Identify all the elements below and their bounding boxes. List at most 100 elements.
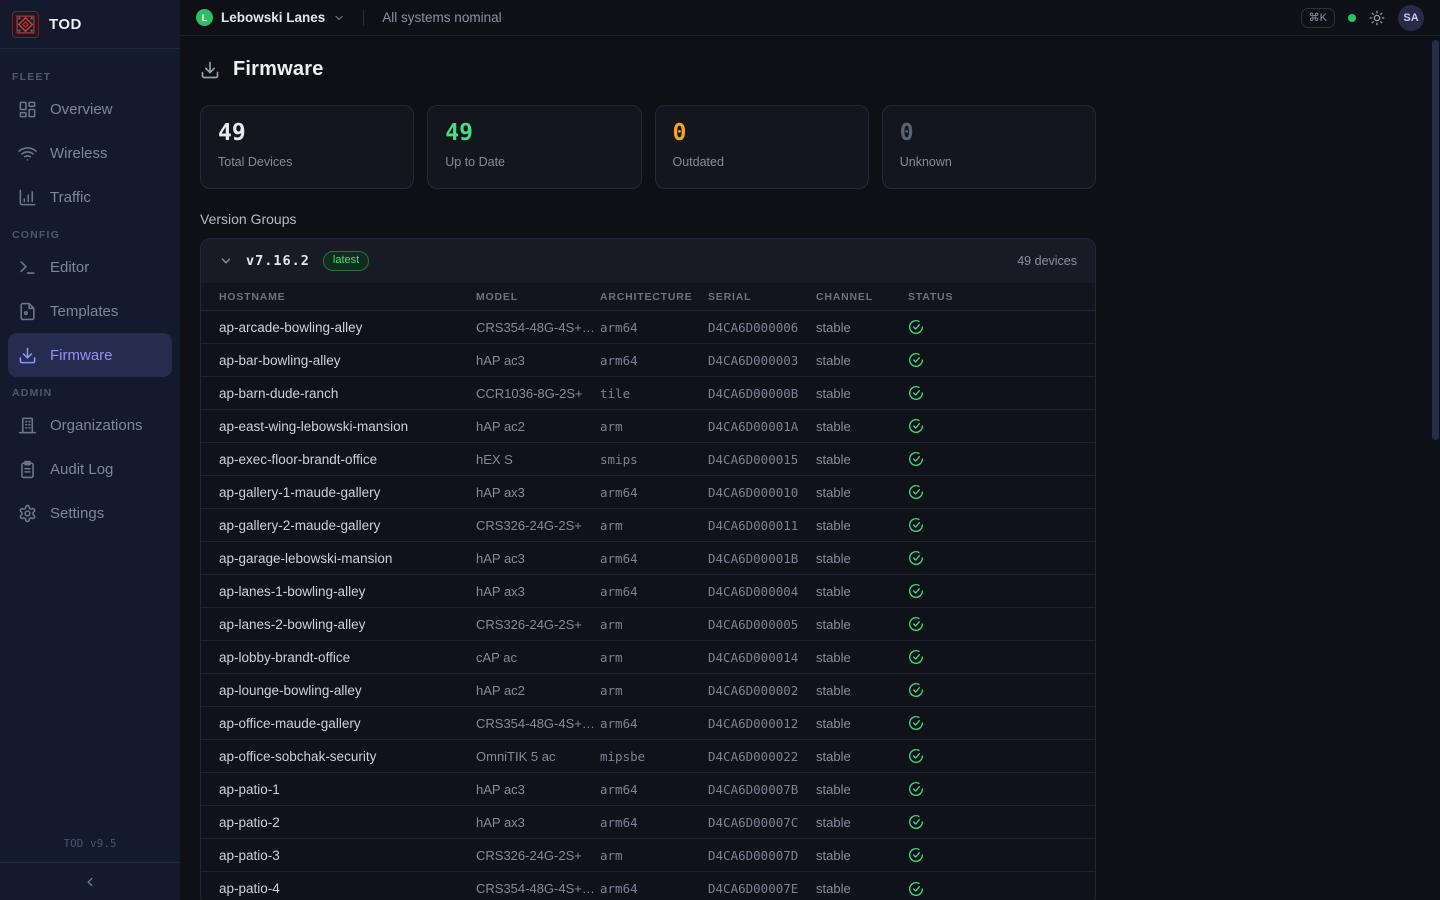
model-cell: hEX S	[476, 452, 600, 467]
hostname-cell: ap-office-sobchak-security	[219, 749, 476, 764]
hostname-cell: ap-patio-1	[219, 782, 476, 797]
sidebar-item-traffic[interactable]: Traffic	[8, 175, 172, 219]
serial-cell: D4CA6D000015	[708, 452, 816, 467]
sidebar-item-organizations[interactable]: Organizations	[8, 403, 172, 447]
sidebar-collapse-button[interactable]	[0, 862, 180, 900]
sidebar-item-templates[interactable]: Templates	[8, 289, 172, 333]
hostname-cell: ap-patio-2	[219, 815, 476, 830]
sidebar-item-wireless[interactable]: Wireless	[8, 131, 172, 175]
model-cell: CRS354-48G-4S+…	[476, 716, 600, 731]
status-up-to-date-icon	[908, 649, 1077, 665]
serial-cell: D4CA6D00007B	[708, 782, 816, 797]
chevron-down-icon[interactable]	[219, 254, 233, 268]
hostname-cell: ap-gallery-1-maude-gallery	[219, 485, 476, 500]
status-up-to-date-icon	[908, 781, 1077, 797]
command-palette-shortcut[interactable]: ⌘K	[1301, 8, 1335, 28]
version-group-header[interactable]: v7.16.2 latest 49 devices	[201, 239, 1095, 283]
table-row[interactable]: ap-lanes-2-bowling-alley CRS326-24G-2S+ …	[201, 608, 1095, 641]
table-row[interactable]: ap-exec-floor-brandt-office hEX S smips …	[201, 443, 1095, 476]
brand-name: TOD	[49, 16, 82, 33]
serial-cell: D4CA6D00001A	[708, 419, 816, 434]
file-icon	[18, 302, 37, 321]
table-row[interactable]: ap-office-maude-gallery CRS354-48G-4S+… …	[201, 707, 1095, 740]
stat-card-outdated: 0 Outdated	[655, 105, 869, 189]
stat-value: 0	[900, 121, 1078, 146]
sun-icon[interactable]	[1369, 10, 1385, 26]
model-cell: hAP ac3	[476, 782, 600, 797]
serial-cell: D4CA6D00007D	[708, 848, 816, 863]
hostname-cell: ap-office-maude-gallery	[219, 716, 476, 731]
table-row[interactable]: ap-lanes-1-bowling-alley hAP ax3 arm64 D…	[201, 575, 1095, 608]
table-row[interactable]: ap-gallery-2-maude-gallery CRS326-24G-2S…	[201, 509, 1095, 542]
page-scrollbar-thumb[interactable]	[1432, 40, 1439, 440]
sidebar: TOD FLEET Overview Wireless Traffic CONF…	[0, 0, 180, 900]
channel-cell: stable	[816, 551, 908, 566]
hostname-cell: ap-lanes-1-bowling-alley	[219, 584, 476, 599]
channel-cell: stable	[816, 386, 908, 401]
table-body: ap-arcade-bowling-alley CRS354-48G-4S+… …	[201, 311, 1095, 900]
status-up-to-date-icon	[908, 550, 1077, 566]
sidebar-item-settings[interactable]: Settings	[8, 491, 172, 535]
hostname-cell: ap-lanes-2-bowling-alley	[219, 617, 476, 632]
serial-cell: D4CA6D000006	[708, 320, 816, 335]
architecture-cell: tile	[600, 386, 708, 401]
column-header-architecture: ARCHITECTURE	[600, 291, 708, 303]
sidebar-item-overview[interactable]: Overview	[8, 87, 172, 131]
channel-cell: stable	[816, 485, 908, 500]
model-cell: hAP ac3	[476, 551, 600, 566]
page-header: Firmware	[200, 58, 1440, 81]
architecture-cell: arm64	[600, 353, 708, 368]
table-row[interactable]: ap-bar-bowling-alley hAP ac3 arm64 D4CA6…	[201, 344, 1095, 377]
table-row[interactable]: ap-lobby-brandt-office cAP ac arm D4CA6D…	[201, 641, 1095, 674]
architecture-cell: arm64	[600, 320, 708, 335]
sidebar-item-label: Audit Log	[50, 461, 113, 478]
hostname-cell: ap-arcade-bowling-alley	[219, 320, 476, 335]
status-up-to-date-icon	[908, 748, 1077, 764]
sidebar-item-editor[interactable]: Editor	[8, 245, 172, 289]
terminal-icon	[18, 258, 37, 277]
serial-cell: D4CA6D000003	[708, 353, 816, 368]
stat-value: 49	[445, 121, 623, 146]
table-row[interactable]: ap-patio-2 hAP ax3 arm64 D4CA6D00007C st…	[201, 806, 1095, 839]
status-up-to-date-icon	[908, 484, 1077, 500]
architecture-cell: arm	[600, 419, 708, 434]
table-row[interactable]: ap-barn-dude-ranch CCR1036-8G-2S+ tile D…	[201, 377, 1095, 410]
model-cell: hAP ax3	[476, 815, 600, 830]
table-row[interactable]: ap-patio-3 CRS326-24G-2S+ arm D4CA6D0000…	[201, 839, 1095, 872]
model-cell: hAP ac3	[476, 353, 600, 368]
hostname-cell: ap-barn-dude-ranch	[219, 386, 476, 401]
model-cell: CRS326-24G-2S+	[476, 617, 600, 632]
table-row[interactable]: ap-arcade-bowling-alley CRS354-48G-4S+… …	[201, 311, 1095, 344]
stat-label: Up to Date	[445, 155, 623, 169]
table-row[interactable]: ap-patio-4 CRS354-48G-4S+… arm64 D4CA6D0…	[201, 872, 1095, 900]
user-avatar[interactable]: SA	[1398, 5, 1424, 31]
latest-badge: latest	[323, 251, 369, 271]
table-row[interactable]: ap-east-wing-lebowski-mansion hAP ac2 ar…	[201, 410, 1095, 443]
table-row[interactable]: ap-lounge-bowling-alley hAP ac2 arm D4CA…	[201, 674, 1095, 707]
nav-section-config: CONFIG	[0, 219, 180, 245]
channel-cell: stable	[816, 683, 908, 698]
serial-cell: D4CA6D000005	[708, 617, 816, 632]
model-cell: cAP ac	[476, 650, 600, 665]
channel-cell: stable	[816, 320, 908, 335]
wifi-icon	[18, 144, 37, 163]
hostname-cell: ap-patio-4	[219, 881, 476, 896]
model-cell: hAP ac2	[476, 419, 600, 434]
sidebar-item-firmware[interactable]: Firmware	[8, 333, 172, 377]
table-row[interactable]: ap-office-sobchak-security OmniTIK 5 ac …	[201, 740, 1095, 773]
sidebar-footer: TOD v9.5	[0, 827, 180, 900]
stat-value: 0	[673, 121, 851, 146]
sidebar-item-label: Traffic	[50, 189, 91, 206]
table-row[interactable]: ap-patio-1 hAP ac3 arm64 D4CA6D00007B st…	[201, 773, 1095, 806]
table-row[interactable]: ap-gallery-1-maude-gallery hAP ax3 arm64…	[201, 476, 1095, 509]
status-up-to-date-icon	[908, 616, 1077, 632]
org-switcher[interactable]: L Lebowski Lanes	[196, 9, 345, 26]
sidebar-item-audit-log[interactable]: Audit Log	[8, 447, 172, 491]
status-up-to-date-icon	[908, 814, 1077, 830]
channel-cell: stable	[816, 650, 908, 665]
architecture-cell: arm64	[600, 551, 708, 566]
model-cell: OmniTIK 5 ac	[476, 749, 600, 764]
table-row[interactable]: ap-garage-lebowski-mansion hAP ac3 arm64…	[201, 542, 1095, 575]
architecture-cell: arm64	[600, 716, 708, 731]
channel-cell: stable	[816, 815, 908, 830]
